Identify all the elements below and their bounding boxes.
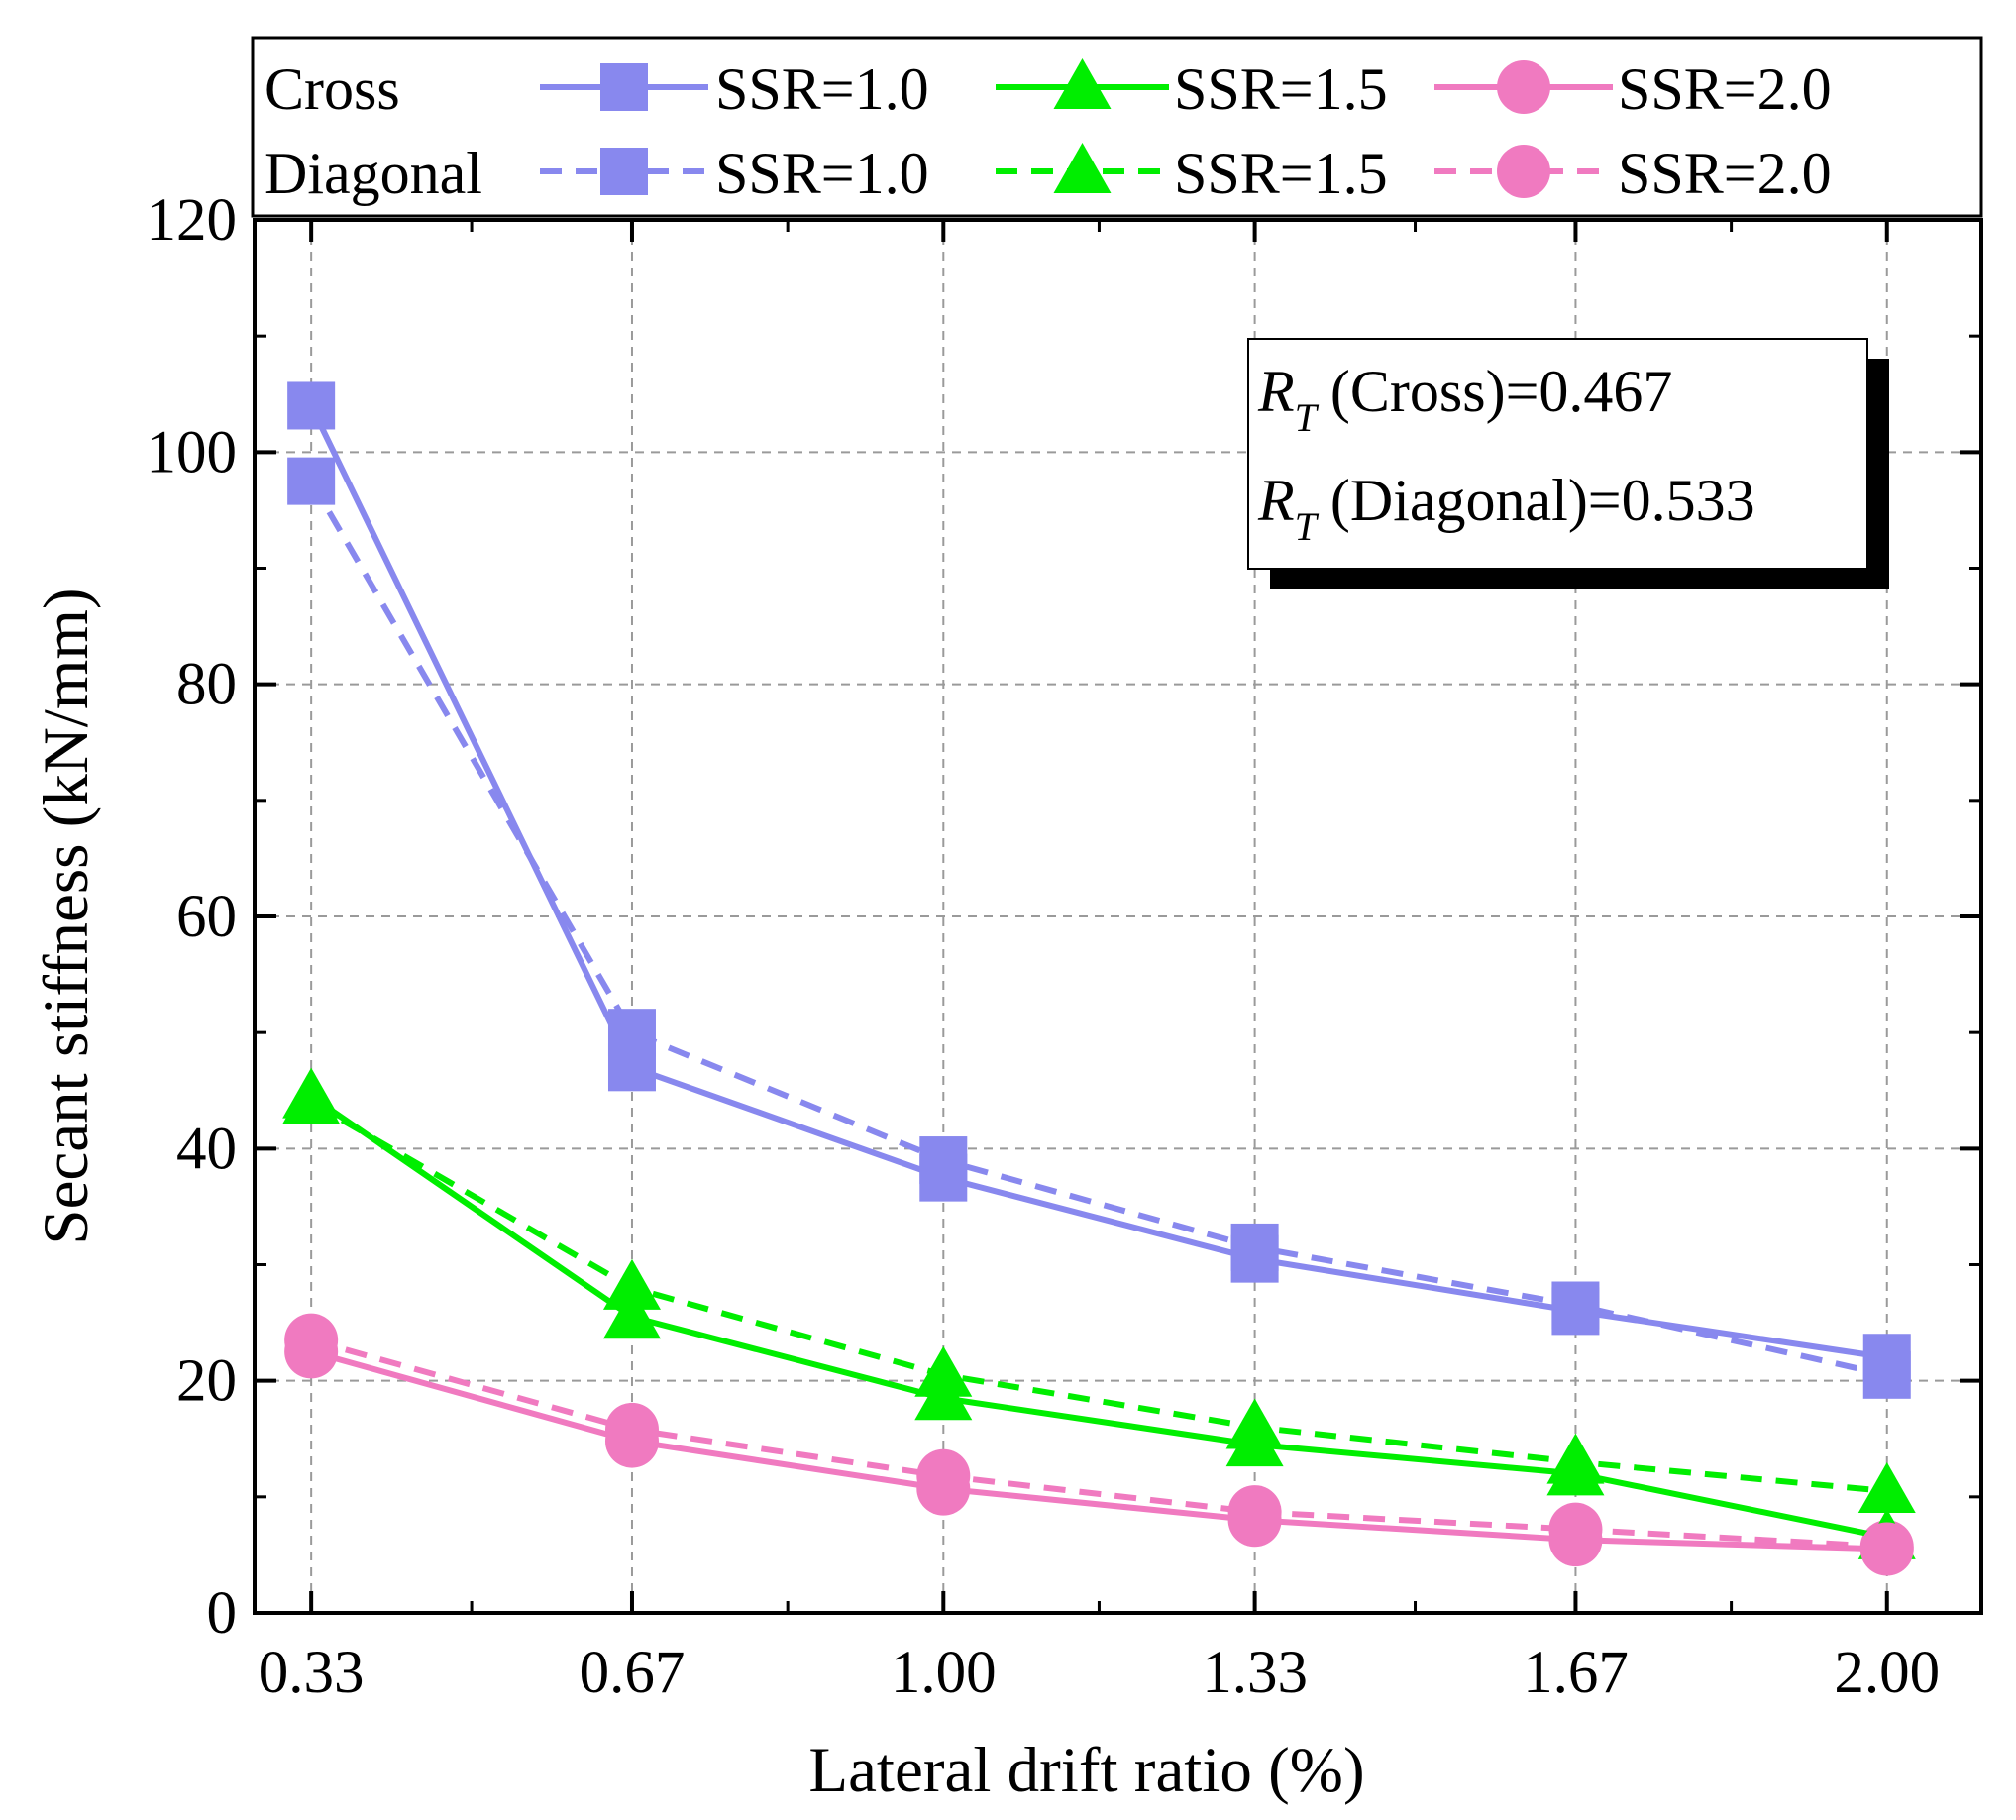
data-point: [1225, 1416, 1284, 1467]
x-tick-label: 1.33: [1202, 1640, 1308, 1706]
data-point: [1551, 1287, 1600, 1336]
axis-ticks: 0.33 0.67 1.00 1.33 1.67 2.00 0 20 40 60 80 100 120: [147, 187, 1981, 1706]
x-axis-title: Lateral drift ratio (%): [808, 1735, 1364, 1806]
x-tick-label: 1.00: [891, 1640, 997, 1706]
legend-marker: [1497, 145, 1550, 198]
data-point: [914, 1369, 973, 1421]
data-point: [287, 457, 336, 505]
series-line: [310, 1348, 1887, 1552]
y-tick-label: 80: [176, 652, 237, 718]
legend-label: SSR=2.0: [1618, 56, 1832, 122]
legend-label: SSR=2.0: [1618, 141, 1832, 206]
series-line: [309, 1094, 1888, 1541]
series-cross-ssr-2-0: [284, 1325, 1914, 1576]
data-point: [1859, 1522, 1914, 1576]
legend-label: SSR=1.0: [715, 141, 929, 206]
legend-entry-cross-ssr-1-0: SSR=1.0: [540, 56, 929, 122]
legend-marker: [1053, 58, 1112, 109]
data-point: [602, 1288, 661, 1339]
y-axis-title: Secant stiffness (kN/mm): [31, 588, 102, 1244]
y-tick-label: 60: [176, 884, 237, 950]
data-point: [284, 1325, 339, 1379]
legend-marker: [1497, 60, 1550, 114]
legend-group-diagonal: Diagonal: [265, 141, 482, 206]
legend-entry-cross-ssr-1-5: SSR=1.5: [996, 56, 1388, 122]
series-cross-ssr-1-0: [287, 381, 1911, 1382]
data-point: [604, 1414, 659, 1468]
legend-entry-cross-ssr-2-0: SSR=2.0: [1434, 56, 1832, 122]
data-point: [1546, 1445, 1605, 1496]
legend-label: SSR=1.5: [1174, 56, 1388, 122]
data-point: [1230, 1234, 1279, 1283]
y-tick-label: 20: [176, 1348, 237, 1415]
data-point: [282, 1067, 341, 1119]
legend-entries: SSR=1.0 SSR=1.5 SSR=2.0 SSR=1.0 SSR=1.5 SSR=2…: [540, 56, 1832, 206]
data-point: [1857, 1461, 1916, 1513]
annotation-cross: RT (Cross)=0.467: [1257, 359, 1672, 440]
legend-marker: [600, 148, 648, 195]
x-tick-label: 0.67: [580, 1640, 686, 1706]
y-tick-label: 0: [207, 1580, 238, 1647]
x-tick-label: 2.00: [1834, 1640, 1940, 1706]
data-point: [1227, 1493, 1282, 1548]
annotation-diagonal: RT (Diagonal)=0.533: [1257, 468, 1755, 549]
y-tick-label: 120: [147, 187, 238, 254]
legend-marker: [600, 63, 648, 111]
data-point: [919, 1153, 968, 1202]
legend-frame: [251, 36, 1983, 218]
legend-entry-diagonal-ssr-1-5: SSR=1.5: [996, 141, 1388, 206]
series-line: [308, 404, 1888, 1361]
x-tick-label: 0.33: [259, 1640, 365, 1706]
data-point: [287, 381, 336, 430]
legend-entry-diagonal-ssr-2-0: SSR=2.0: [1434, 141, 1832, 206]
legend-label: SSR=1.5: [1174, 141, 1388, 206]
legend-entry-diagonal-ssr-1-0: SSR=1.0: [540, 141, 929, 206]
legend-label: SSR=1.0: [715, 56, 929, 122]
legend-marker: [1053, 143, 1112, 193]
x-tick-label: 1.67: [1523, 1640, 1629, 1706]
annotation-frame: [1247, 338, 1868, 570]
data-point: [916, 1461, 971, 1516]
y-tick-label: 40: [176, 1116, 237, 1182]
legend-group-cross: Cross: [265, 56, 400, 122]
data-point: [602, 1258, 661, 1310]
legend: Cross Diagonal SSR=1.0 SSR=1.5 SSR=2.0SSR=…: [251, 36, 1983, 218]
series-layer: [282, 381, 1916, 1576]
series-line: [310, 1337, 1887, 1551]
y-tick-label: 100: [147, 419, 238, 485]
data-point: [1548, 1513, 1603, 1567]
data-point: [1862, 1334, 1911, 1382]
ratio-annotation: RT (Cross)=0.467 RT (Diagonal)=0.533: [1247, 338, 1889, 589]
data-point: [607, 1043, 656, 1092]
